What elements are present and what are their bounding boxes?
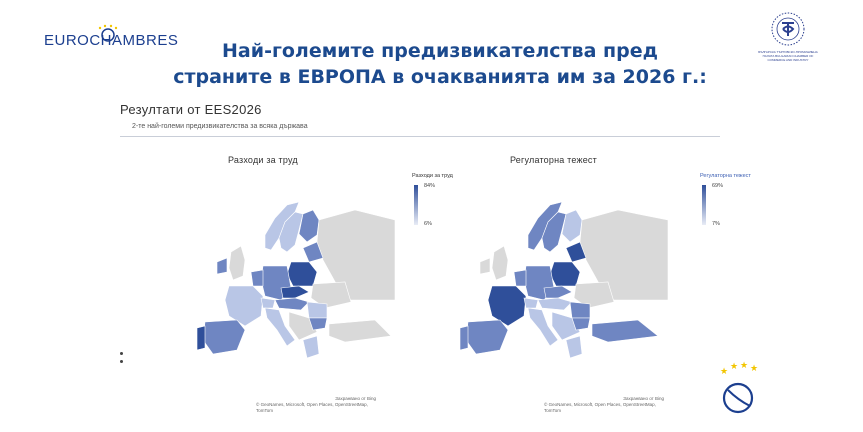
legend-min: 7% <box>712 221 720 227</box>
map-region-baltics[interactable] <box>302 241 324 263</box>
map-region-austria-hungary[interactable] <box>537 297 573 311</box>
europe-map-regulatory-burden[interactable] <box>458 190 668 370</box>
bing-credit: Захранвано от Bing <box>623 396 664 401</box>
legend-max: 69% <box>712 183 724 189</box>
map-region-romania[interactable] <box>306 301 328 319</box>
sources-credit: © GeoNames, Microsoft, Open Places, Open… <box>544 402 656 413</box>
map-region-finland[interactable] <box>298 209 320 243</box>
map-credit-labor-costs: Захранвано от Bing © GeoNames, Microsoft… <box>256 396 376 414</box>
map-region-spain[interactable] <box>202 319 246 355</box>
page-title-line-1: Най-големите предизвикателства пред <box>222 40 658 62</box>
svg-text:★: ★ <box>750 364 758 374</box>
map-region-uk[interactable] <box>228 245 246 281</box>
legend-gradient <box>702 185 706 225</box>
map-region-greece[interactable] <box>565 335 583 359</box>
map-region-ireland[interactable] <box>479 257 491 275</box>
map-region-greece[interactable] <box>302 335 320 359</box>
map-region-italy[interactable] <box>527 307 559 347</box>
bcci-logo-text: БЪЛГАРСКА ТЪРГОВСКО-ПРОМИШЛЕНА ПАЛАТА BU… <box>758 50 818 62</box>
map-region-baltics[interactable] <box>565 241 587 263</box>
map-region-ukraine[interactable] <box>573 281 615 309</box>
legend-title: Регулаторна тежест <box>700 173 751 179</box>
bcci-emblem-icon <box>771 12 805 46</box>
map-region-turkey[interactable] <box>328 319 392 343</box>
bcci-logo: БЪЛГАРСКА ТЪРГОВСКО-ПРОМИШЛЕНА ПАЛАТА BU… <box>752 10 824 62</box>
map-region-portugal[interactable] <box>459 325 469 351</box>
results-title: Резултати от EES2026 <box>120 102 262 117</box>
europe-map-labor-costs[interactable] <box>195 190 395 370</box>
results-subtitle: 2-те най-големи предизвикателства за вся… <box>132 123 308 130</box>
eurochambres-logo: EUROCHAMBRES <box>44 22 178 56</box>
map-region-bulgaria[interactable] <box>571 317 591 331</box>
legend-max: 84% <box>424 183 436 189</box>
page-title: Най-големите предизвикателства пред стра… <box>170 38 710 90</box>
map-region-turkey[interactable] <box>591 319 659 343</box>
eu-stars-emblem-icon: ★ ★ ★ ★ <box>720 361 758 414</box>
map-region-romania[interactable] <box>569 301 591 319</box>
map-region-ukraine[interactable] <box>310 281 352 309</box>
map-region-bulgaria[interactable] <box>308 317 328 331</box>
svg-text:★: ★ <box>730 362 738 372</box>
map-region-sweden[interactable] <box>541 211 567 253</box>
map-region-austria-hungary[interactable] <box>274 297 310 311</box>
divider <box>120 136 720 137</box>
eurochambres-stars-icon <box>98 24 118 42</box>
map-region-france[interactable] <box>487 285 527 327</box>
map-region-sweden[interactable] <box>278 211 304 253</box>
map-credit-regulatory-burden: Захранвано от Bing © GeoNames, Microsoft… <box>544 396 664 414</box>
marker-dot <box>120 360 123 363</box>
map-region-spain[interactable] <box>465 319 509 355</box>
map-title-regulatory-burden: Регулаторна тежест <box>510 155 597 165</box>
svg-text:★: ★ <box>740 361 748 371</box>
map-region-finland[interactable] <box>561 209 583 243</box>
map-region-ireland[interactable] <box>216 257 228 275</box>
legend-min: 6% <box>424 221 432 227</box>
map-region-portugal[interactable] <box>196 325 206 351</box>
page-title-line-2: страните в ЕВРОПА в очакванията им за 20… <box>173 66 707 88</box>
map-region-benelux[interactable] <box>250 269 264 287</box>
map-region-benelux[interactable] <box>513 269 527 287</box>
legend-title: Разходи за труд <box>412 173 453 179</box>
map-region-italy[interactable] <box>264 307 296 347</box>
map-region-czech-slovakia[interactable] <box>543 285 573 299</box>
map-region-poland[interactable] <box>286 261 318 287</box>
map-region-czech-slovakia[interactable] <box>280 285 310 299</box>
svg-text:★: ★ <box>720 367 728 377</box>
legend-gradient <box>414 185 418 225</box>
map-region-france[interactable] <box>224 285 264 327</box>
map-region-switzerland[interactable] <box>260 297 276 309</box>
map-title-labor-costs: Разходи за труд <box>228 155 298 165</box>
map-region-poland[interactable] <box>549 261 581 287</box>
map-region-balkans[interactable] <box>551 311 581 341</box>
bing-credit: Захранвано от Bing <box>335 396 376 401</box>
map-region-balkans[interactable] <box>288 311 318 341</box>
sources-credit: © GeoNames, Microsoft, Open Places, Open… <box>256 402 368 413</box>
map-region-switzerland[interactable] <box>523 297 539 309</box>
map-region-uk[interactable] <box>491 245 509 281</box>
marker-dot <box>120 352 123 355</box>
legend-regulatory-burden: Регулаторна тежест 69% 7% <box>700 173 751 233</box>
legend-labor-costs: Разходи за труд 84% 6% <box>412 173 462 233</box>
